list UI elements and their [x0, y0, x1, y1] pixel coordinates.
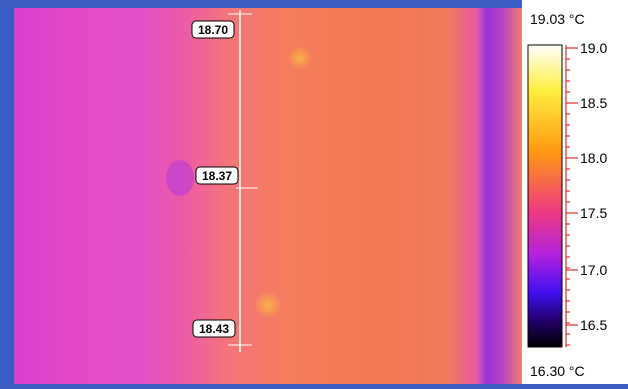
scale-tick-label: 17.0 — [580, 262, 607, 278]
profile-label: 18.37 — [202, 169, 232, 183]
thermal-image — [14, 8, 522, 384]
thermal-view: 19.03 °C 16.30 °C 19.0 18.5 18.0 17.5 17.0 16… — [0, 0, 628, 384]
scale-tick-label: 17.5 — [580, 205, 607, 221]
cool-spot — [166, 160, 194, 196]
scale-tick-label: 18.5 — [580, 95, 607, 111]
max-temperature: 19.03 °C — [530, 11, 585, 27]
profile-label: 18.43 — [199, 322, 229, 336]
color-bar — [528, 45, 562, 347]
scale-tick-label: 19.0 — [580, 40, 607, 56]
scale-tick-label: 16.5 — [580, 317, 607, 333]
hot-spot — [254, 291, 282, 319]
profile-label: 18.70 — [198, 23, 228, 37]
min-temperature: 16.30 °C — [530, 363, 585, 379]
scale-tick-label: 18.0 — [580, 150, 607, 166]
hot-spot — [288, 46, 312, 70]
